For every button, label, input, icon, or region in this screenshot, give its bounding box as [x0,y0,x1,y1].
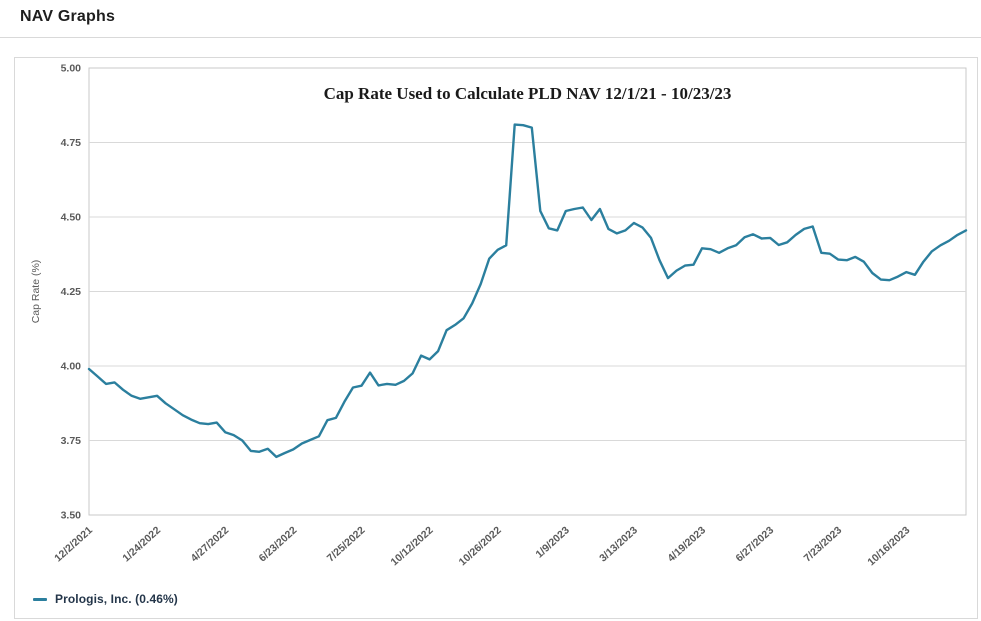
header-divider [0,37,981,38]
x-tick-label: 4/19/2023 [665,524,708,564]
x-tick-label: 10/26/2022 [457,524,504,568]
page-title: NAV Graphs [20,8,116,25]
x-tick-label: 1/9/2023 [533,524,572,560]
x-axis: 12/2/2021 1/24/2022 4/27/2022 6/23/2022 7/25… [52,524,912,568]
x-tick-label: 6/27/2023 [733,524,776,564]
x-tick-label: 12/2/2021 [52,524,95,564]
x-tick-label: 10/12/2022 [388,524,435,568]
y-tick-label: 4.25 [61,286,82,298]
y-tick-label: 4.50 [61,212,82,224]
x-tick-label: 10/16/2023 [865,524,912,568]
y-axis: 5.00 4.75 4.50 4.25 4.00 3.75 3.50 [61,63,966,522]
x-tick-label: 6/23/2022 [257,524,300,564]
legend-item-prologis[interactable]: Prologis, Inc. (0.46%) [33,592,178,606]
series-line-prologis [87,123,968,459]
x-tick-label: 7/23/2023 [802,524,845,564]
x-tick-label: 4/27/2022 [188,524,231,564]
legend-label: Prologis, Inc. (0.46%) [55,592,178,606]
y-tick-label: 4.75 [61,137,82,149]
x-tick-label: 7/25/2022 [325,524,368,564]
cap-rate-line-chart: 5.00 4.75 4.50 4.25 4.00 3.75 3.50 Cap Rate (%)… [30,63,968,568]
x-tick-label: 1/24/2022 [120,524,163,564]
chart-card: 5.00 4.75 4.50 4.25 4.00 3.75 3.50 Cap Rate (%)… [14,57,978,619]
chart-title: Cap Rate Used to Calculate PLD NAV 12/1/… [323,84,732,103]
x-tick-label: 3/13/2023 [597,524,640,564]
legend-line-icon [33,597,47,601]
y-axis-title: Cap Rate (%) [30,260,42,324]
y-tick-label: 4.00 [61,361,82,373]
y-tick-label: 3.50 [61,510,82,522]
y-tick-label: 3.75 [61,435,82,447]
y-tick-label: 5.00 [61,63,82,75]
